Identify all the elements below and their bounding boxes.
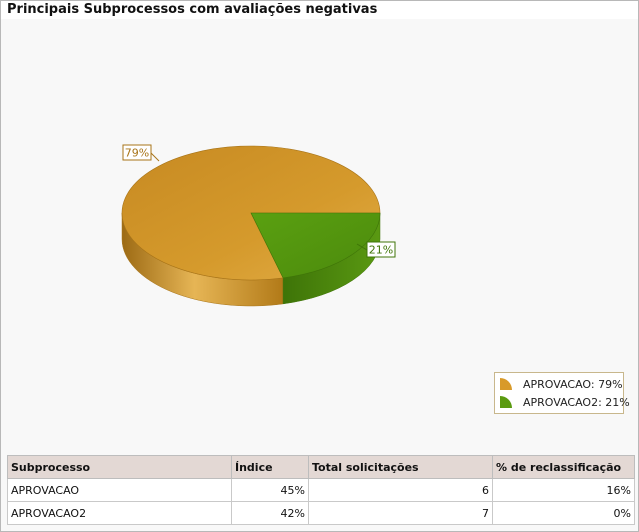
data-label-aprovacao: 79% bbox=[125, 147, 149, 160]
legend-label-aprovacao: APROVACAO: 79% bbox=[523, 377, 623, 391]
leader-line-aprovacao bbox=[150, 152, 160, 162]
legend-label-aprovacao2: APROVACAO2: 21% bbox=[523, 395, 630, 409]
data-label-aprovacao2: 21% bbox=[369, 244, 393, 257]
header-reclassificacao[interactable]: % de reclassificação bbox=[492, 455, 635, 479]
title-bar bbox=[1, 1, 638, 19]
cell-subprocesso: APROVACAO2 bbox=[7, 501, 232, 525]
table-row: APROVACAO2 42% 7 0% bbox=[7, 501, 635, 525]
cell-subprocesso: APROVACAO bbox=[7, 478, 232, 502]
legend-swatch-aprovacao bbox=[499, 377, 519, 391]
table-header-row: Subprocesso Índice Total solicitações % … bbox=[7, 455, 635, 479]
table-row: APROVACAO 45% 6 16% bbox=[7, 478, 635, 502]
pie-chart: 79% 21% bbox=[121, 144, 396, 307]
legend-swatch-aprovacao2 bbox=[499, 395, 519, 409]
cell-indice: 42% bbox=[231, 501, 309, 525]
cell-reclassificacao: 0% bbox=[492, 501, 635, 525]
cell-total: 6 bbox=[308, 478, 493, 502]
legend-item-aprovacao2: APROVACAO2: 21% bbox=[499, 394, 630, 410]
cell-total: 7 bbox=[308, 501, 493, 525]
data-label-box-aprovacao bbox=[122, 144, 152, 161]
legend-item-aprovacao: APROVACAO: 79% bbox=[499, 376, 623, 392]
subprocess-table: Subprocesso Índice Total solicitações % … bbox=[7, 455, 635, 525]
leader-line-aprovacao2 bbox=[356, 243, 368, 251]
header-total-solicitacoes[interactable]: Total solicitações bbox=[308, 455, 493, 479]
cell-indice: 45% bbox=[231, 478, 309, 502]
cell-reclassificacao: 16% bbox=[492, 478, 635, 502]
chart-legend: APROVACAO: 79% APROVACAO2: 21% bbox=[494, 372, 630, 414]
chart-title: Principais Subprocessos com avaliações n… bbox=[7, 2, 378, 17]
header-subprocesso[interactable]: Subprocesso bbox=[7, 455, 232, 479]
data-label-box-aprovacao2 bbox=[366, 241, 396, 258]
subprocess-table-wrap: Subprocesso Índice Total solicitações % … bbox=[7, 455, 635, 525]
pie-slice-aprovacao2[interactable] bbox=[250, 212, 381, 279]
header-indice[interactable]: Índice bbox=[231, 455, 309, 479]
